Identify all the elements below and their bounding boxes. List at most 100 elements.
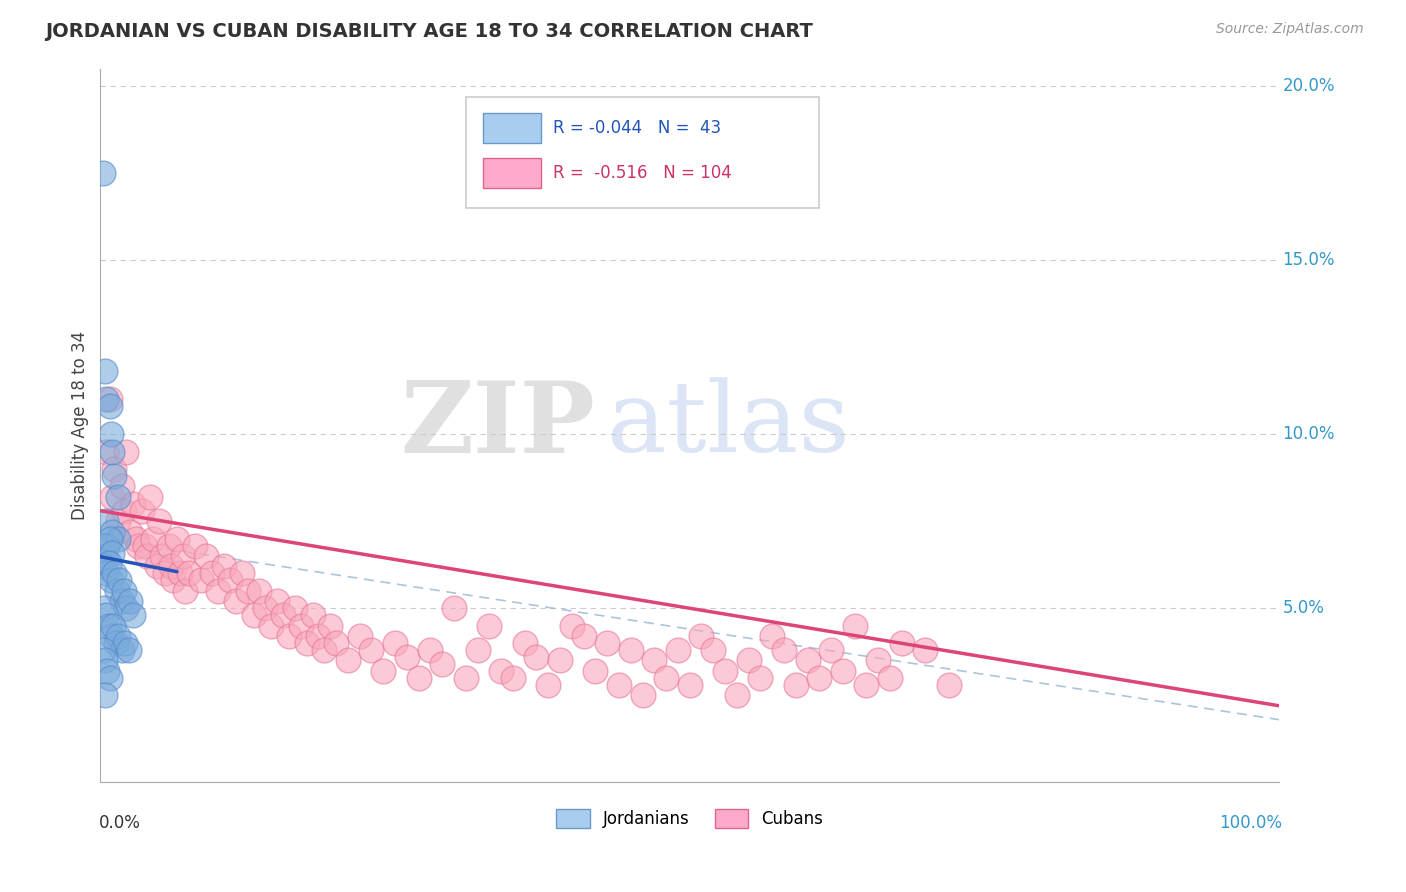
Point — [131, 504, 153, 518]
Point — [690, 629, 713, 643]
Point — [419, 643, 441, 657]
Point — [443, 601, 465, 615]
Point — [93, 559, 115, 574]
Point — [139, 490, 162, 504]
Point — [808, 671, 831, 685]
Point — [295, 636, 318, 650]
Point — [384, 636, 406, 650]
Point — [761, 629, 783, 643]
Point — [115, 601, 138, 615]
Point — [225, 594, 247, 608]
Text: 0.0%: 0.0% — [100, 814, 141, 832]
Point — [796, 653, 818, 667]
Point — [96, 444, 118, 458]
Point — [278, 629, 301, 643]
Point — [91, 643, 114, 657]
Point — [266, 594, 288, 608]
Point — [96, 566, 118, 581]
Point — [122, 608, 145, 623]
Point — [146, 559, 169, 574]
Point — [101, 545, 124, 559]
Point — [105, 583, 128, 598]
Point — [110, 643, 132, 657]
Point — [820, 643, 842, 657]
Point — [271, 608, 294, 623]
Point — [679, 678, 702, 692]
Point — [103, 469, 125, 483]
Point — [714, 664, 737, 678]
Point — [430, 657, 453, 671]
Point — [117, 643, 139, 657]
Point — [190, 574, 212, 588]
Point — [325, 636, 347, 650]
Point — [96, 514, 118, 528]
Point — [301, 608, 323, 623]
Point — [773, 643, 796, 657]
Text: 5.0%: 5.0% — [1282, 599, 1324, 617]
Text: R =  -0.516   N = 104: R = -0.516 N = 104 — [553, 164, 731, 182]
Legend: Jordanians, Cubans: Jordanians, Cubans — [550, 802, 830, 835]
Text: atlas: atlas — [607, 377, 849, 474]
Point — [408, 671, 430, 685]
Point — [101, 490, 124, 504]
Point — [620, 643, 643, 657]
Point — [94, 688, 117, 702]
Point — [914, 643, 936, 657]
Point — [702, 643, 724, 657]
Point — [855, 678, 877, 692]
Point — [101, 444, 124, 458]
Point — [195, 549, 218, 563]
Point — [513, 636, 536, 650]
Point — [127, 539, 149, 553]
Point — [537, 678, 560, 692]
Point — [868, 653, 890, 667]
Point — [122, 497, 145, 511]
Point — [101, 524, 124, 539]
Point — [489, 664, 512, 678]
Point — [831, 664, 853, 678]
Point — [100, 574, 122, 588]
Point — [395, 650, 418, 665]
Point — [98, 671, 121, 685]
Point — [96, 608, 118, 623]
Point — [254, 601, 277, 615]
Point — [166, 532, 188, 546]
Point — [94, 653, 117, 667]
Point — [114, 636, 136, 650]
Point — [725, 688, 748, 702]
Point — [207, 583, 229, 598]
Point — [100, 427, 122, 442]
Point — [98, 532, 121, 546]
Point — [115, 444, 138, 458]
Point — [890, 636, 912, 650]
Point — [290, 618, 312, 632]
Point — [110, 479, 132, 493]
Point — [242, 608, 264, 623]
Point — [314, 643, 336, 657]
Point — [454, 671, 477, 685]
Point — [174, 583, 197, 598]
Point — [785, 678, 807, 692]
Point — [96, 392, 118, 407]
Point — [749, 671, 772, 685]
Point — [643, 653, 665, 667]
Point — [97, 618, 120, 632]
Point — [94, 364, 117, 378]
Point — [169, 566, 191, 581]
Point — [136, 549, 159, 563]
Point — [160, 559, 183, 574]
Point — [260, 618, 283, 632]
Point — [103, 566, 125, 581]
Point — [108, 574, 131, 588]
Point — [219, 574, 242, 588]
Text: 10.0%: 10.0% — [1282, 425, 1336, 443]
Point — [249, 583, 271, 598]
Point — [103, 462, 125, 476]
Point — [336, 653, 359, 667]
Point — [112, 583, 135, 598]
Point — [162, 574, 184, 588]
Point — [212, 559, 235, 574]
Point — [100, 629, 122, 643]
Text: 100.0%: 100.0% — [1219, 814, 1282, 832]
Point — [879, 671, 901, 685]
